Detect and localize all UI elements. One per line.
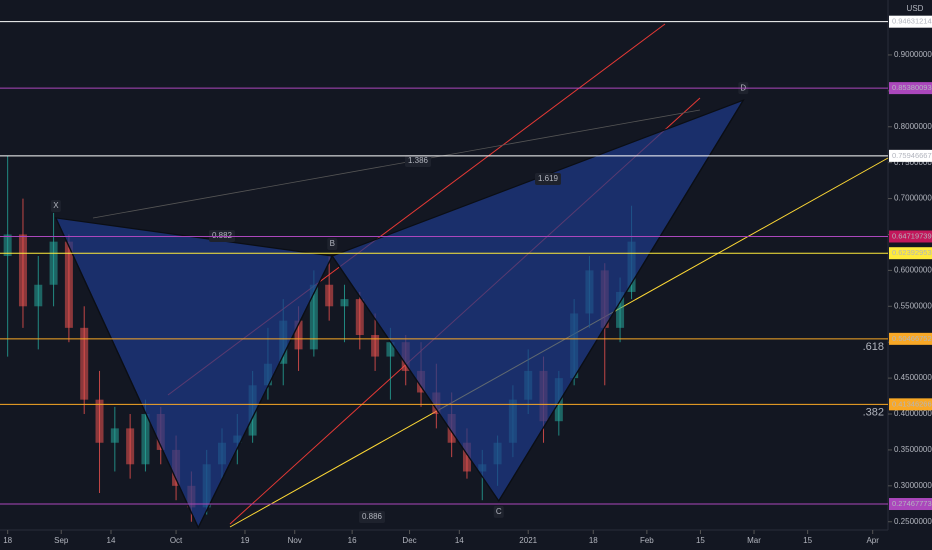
candle-body <box>18 234 27 307</box>
ratio-label: 0.882 <box>212 231 233 240</box>
x-tick-label: Oct <box>170 536 183 545</box>
candle-body <box>309 284 318 350</box>
x-tick-label: Mar <box>747 536 761 545</box>
price-tag <box>889 230 932 243</box>
price-tag-label: 0.62392953 <box>892 248 932 257</box>
candle-body <box>325 284 334 307</box>
x-tick-label: 16 <box>348 536 357 545</box>
trend-line <box>92 109 701 219</box>
candle-body <box>294 320 303 350</box>
currency-label: USD <box>907 4 924 13</box>
candle-body <box>80 327 89 400</box>
x-tick-label: 15 <box>696 536 705 545</box>
price-tag <box>889 398 932 411</box>
ratio-tag <box>535 173 561 185</box>
candle-body <box>141 414 150 465</box>
x-tick-label: 18 <box>589 536 598 545</box>
point-tag <box>327 238 338 251</box>
price-tag-label: 0.27467773 <box>892 499 932 508</box>
x-tick-label: 14 <box>107 536 116 545</box>
y-tick-label: 0.25000000 <box>894 517 932 526</box>
fib-label: .382 <box>863 406 884 418</box>
candle-body <box>616 291 625 328</box>
candle-body <box>3 234 12 257</box>
candle-body <box>64 241 73 328</box>
candle-body <box>110 428 119 443</box>
ratio-tag <box>405 155 431 167</box>
candle-body <box>386 342 395 357</box>
candle-body <box>95 399 104 443</box>
x-tick-label: 15 <box>803 536 812 545</box>
ratio-label: 1.619 <box>538 174 559 183</box>
harmonic-outline <box>55 99 744 529</box>
price-tag <box>889 498 932 511</box>
x-tick-label: 14 <box>455 536 464 545</box>
ratio-label: 1.386 <box>408 156 429 165</box>
point-label: B <box>330 239 335 248</box>
price-tag-label: 0.64719739 <box>892 231 932 240</box>
x-tick-label: Sep <box>54 536 69 545</box>
price-tag-label: 0.94631214 <box>892 17 932 26</box>
price-tag <box>889 332 932 345</box>
price-tag-label: 0.75946667 <box>892 151 932 160</box>
candle-body <box>355 299 364 336</box>
candle-body <box>371 335 380 357</box>
price-tag-label: 0.41346266 <box>892 399 932 408</box>
x-tick-label: Feb <box>640 536 654 545</box>
fib-label: .618 <box>863 341 884 353</box>
price-tag <box>889 247 932 260</box>
price-tag <box>889 82 932 95</box>
candle-body <box>49 241 58 285</box>
x-tick-label: 2021 <box>519 536 537 545</box>
ratio-tag <box>359 511 385 523</box>
x-tick-label: Nov <box>288 536 302 545</box>
candle-body <box>340 299 349 307</box>
candle-body <box>126 428 135 465</box>
point-label: X <box>53 201 59 210</box>
x-tick-label: Dec <box>402 536 416 545</box>
point-tag <box>50 199 61 212</box>
x-tick-label: 18 <box>3 536 12 545</box>
x-tick-label: Apr <box>866 536 879 545</box>
point-tag <box>493 505 504 518</box>
candle-body <box>462 442 471 472</box>
price-tag-label: 0.85380093 <box>892 83 932 92</box>
price-tag-label: 0.50466752 <box>892 334 932 343</box>
price-tag <box>889 149 932 162</box>
x-tick-label: 19 <box>241 536 250 545</box>
point-label: C <box>496 507 502 516</box>
candle-body <box>34 284 43 307</box>
ratio-label: 0.886 <box>362 512 383 521</box>
price-tag <box>889 15 932 28</box>
